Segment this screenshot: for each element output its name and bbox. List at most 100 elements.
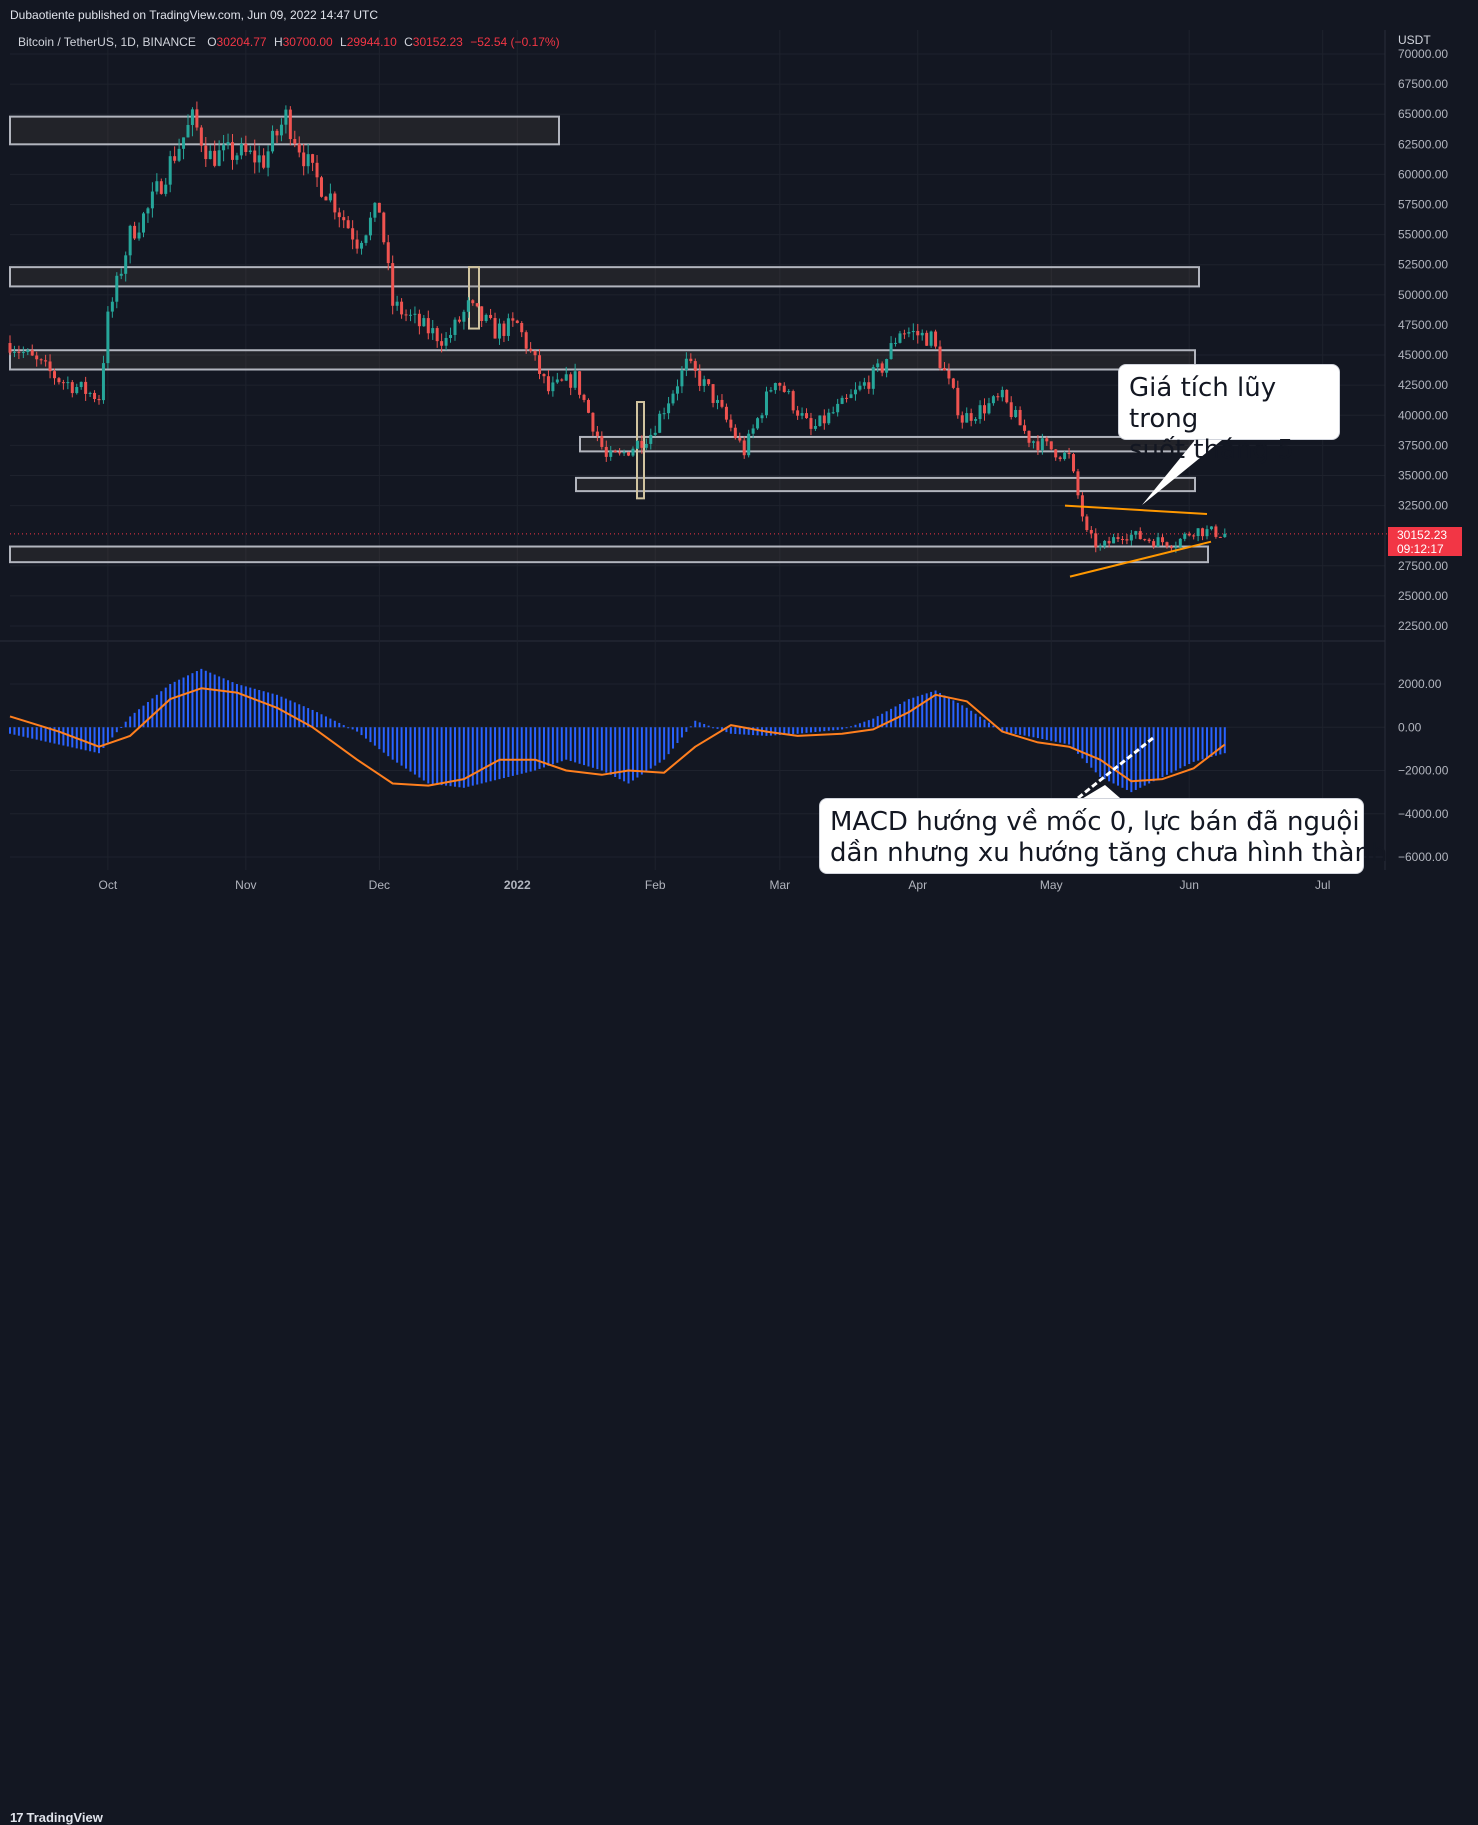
macd-histogram-bar [133, 712, 136, 728]
macd-histogram-bar [436, 727, 439, 785]
candle-body [440, 341, 444, 346]
candle-body [1005, 389, 1009, 403]
macd-histogram-bar [1223, 727, 1226, 754]
candle-body [733, 427, 737, 438]
macd-histogram-bar [13, 727, 16, 735]
candle-body [475, 303, 479, 307]
candle-body [52, 371, 56, 379]
consolidation-callout[interactable]: Giá tích lũy trong suốt tháng 5 [1118, 364, 1340, 465]
candle-body [244, 143, 248, 152]
macd-histogram-bar [583, 727, 586, 766]
macd-histogram-bar [146, 702, 149, 728]
symbol-name: Bitcoin / TetherUS, 1D, BINANCE [18, 35, 196, 49]
candle-body [836, 403, 840, 413]
candle-body [110, 301, 114, 312]
macd-histogram-bar [631, 727, 634, 781]
macd-histogram-bar [1165, 727, 1168, 775]
candle-body [364, 235, 368, 243]
macd-histogram-bar [213, 674, 216, 728]
candle-body [1058, 457, 1062, 460]
candle-body [1103, 540, 1107, 547]
macd-histogram-bar [17, 727, 20, 736]
macd-histogram-bar [422, 727, 425, 781]
macd-histogram-bar [373, 727, 376, 746]
candle-body [30, 350, 34, 356]
candle-body [195, 109, 199, 128]
candle-body [680, 370, 684, 387]
candle-body [889, 343, 893, 360]
c-value: 30152.23 [413, 35, 463, 49]
macd-histogram-bar [249, 687, 252, 728]
macd-histogram-bar [556, 727, 559, 763]
macd-histogram-bar [62, 727, 65, 746]
macd-histogram-bar [1001, 727, 1004, 732]
candle-body [871, 367, 875, 389]
macd-histogram-bar [1130, 727, 1133, 793]
macd-histogram-bar [320, 714, 323, 728]
candle-body [493, 318, 497, 339]
candle-body [1098, 546, 1102, 548]
chart-canvas[interactable]: 70000.00 67500.00 65000.00 62500.00 60000.00… [0, 0, 1478, 902]
macd-histogram-bar [178, 679, 181, 728]
candle-body [173, 156, 177, 161]
candle-body [960, 415, 964, 423]
candle-body [729, 419, 733, 428]
macd-histogram-bar [182, 677, 185, 728]
macd-histogram-bar [921, 694, 924, 728]
macd-histogram-bar [712, 727, 715, 729]
candle-body [84, 381, 88, 394]
candle-body [520, 322, 524, 333]
candle-body [787, 391, 791, 393]
candle-body [1063, 452, 1067, 460]
macd-histogram-bar [1174, 727, 1177, 771]
countdown-value: 09:12:17 [1397, 542, 1444, 556]
candle-body [426, 318, 430, 334]
candle-body [484, 314, 488, 322]
candle-body [44, 360, 48, 362]
time-tick-label: 2022 [504, 878, 531, 892]
macd-callout[interactable]: MACD hướng về mốc 0, lực bán đã nguội dầ… [819, 798, 1387, 874]
macd-tick-label: 0.00 [1398, 720, 1422, 734]
time-tick-label: May [1040, 878, 1063, 892]
macd-histogram-bar [734, 727, 737, 735]
macd-pane [9, 668, 1226, 793]
candle-body [404, 314, 408, 316]
macd-histogram-bar [293, 702, 296, 728]
sr-zone [9, 545, 1209, 564]
macd-histogram-bar [253, 688, 256, 728]
macd-histogram-bar [654, 727, 657, 766]
tradingview-logo[interactable]: 17 TradingView [10, 1810, 103, 1825]
candle-body [35, 355, 39, 360]
candle-body [627, 452, 631, 456]
marker-box [636, 401, 645, 500]
macd-histogram-bar [1161, 727, 1164, 777]
candle-body [885, 359, 889, 373]
candle-body [449, 334, 453, 338]
macd-histogram-bar [173, 681, 176, 728]
candle-body [253, 150, 257, 163]
macd-histogram-bar [57, 727, 60, 745]
candle-body [101, 363, 105, 401]
macd-histogram-bar [574, 727, 577, 763]
candle-body [849, 394, 853, 398]
macd-histogram-bar [200, 668, 203, 728]
candle-body [306, 154, 310, 167]
price-tick-label: 35000.00 [1398, 468, 1448, 482]
macd-histogram-bar [894, 706, 897, 728]
candle-body [12, 351, 16, 353]
candle-body [934, 331, 938, 347]
candle-body [867, 382, 871, 389]
candle-body [190, 109, 194, 125]
macd-histogram-bar [663, 727, 666, 760]
macd-histogram-bar [783, 727, 786, 735]
triangle-lines[interactable] [1064, 504, 1212, 578]
candle-body [782, 385, 786, 392]
sr-zones[interactable] [9, 115, 1209, 564]
candle-body [351, 228, 355, 240]
macd-histogram-bar [222, 678, 225, 728]
macd-histogram-bar [360, 727, 363, 736]
candle-body [658, 413, 662, 433]
macd-histogram-bar [689, 726, 692, 728]
candle-body [93, 392, 97, 399]
macd-histogram-bar [124, 721, 127, 728]
